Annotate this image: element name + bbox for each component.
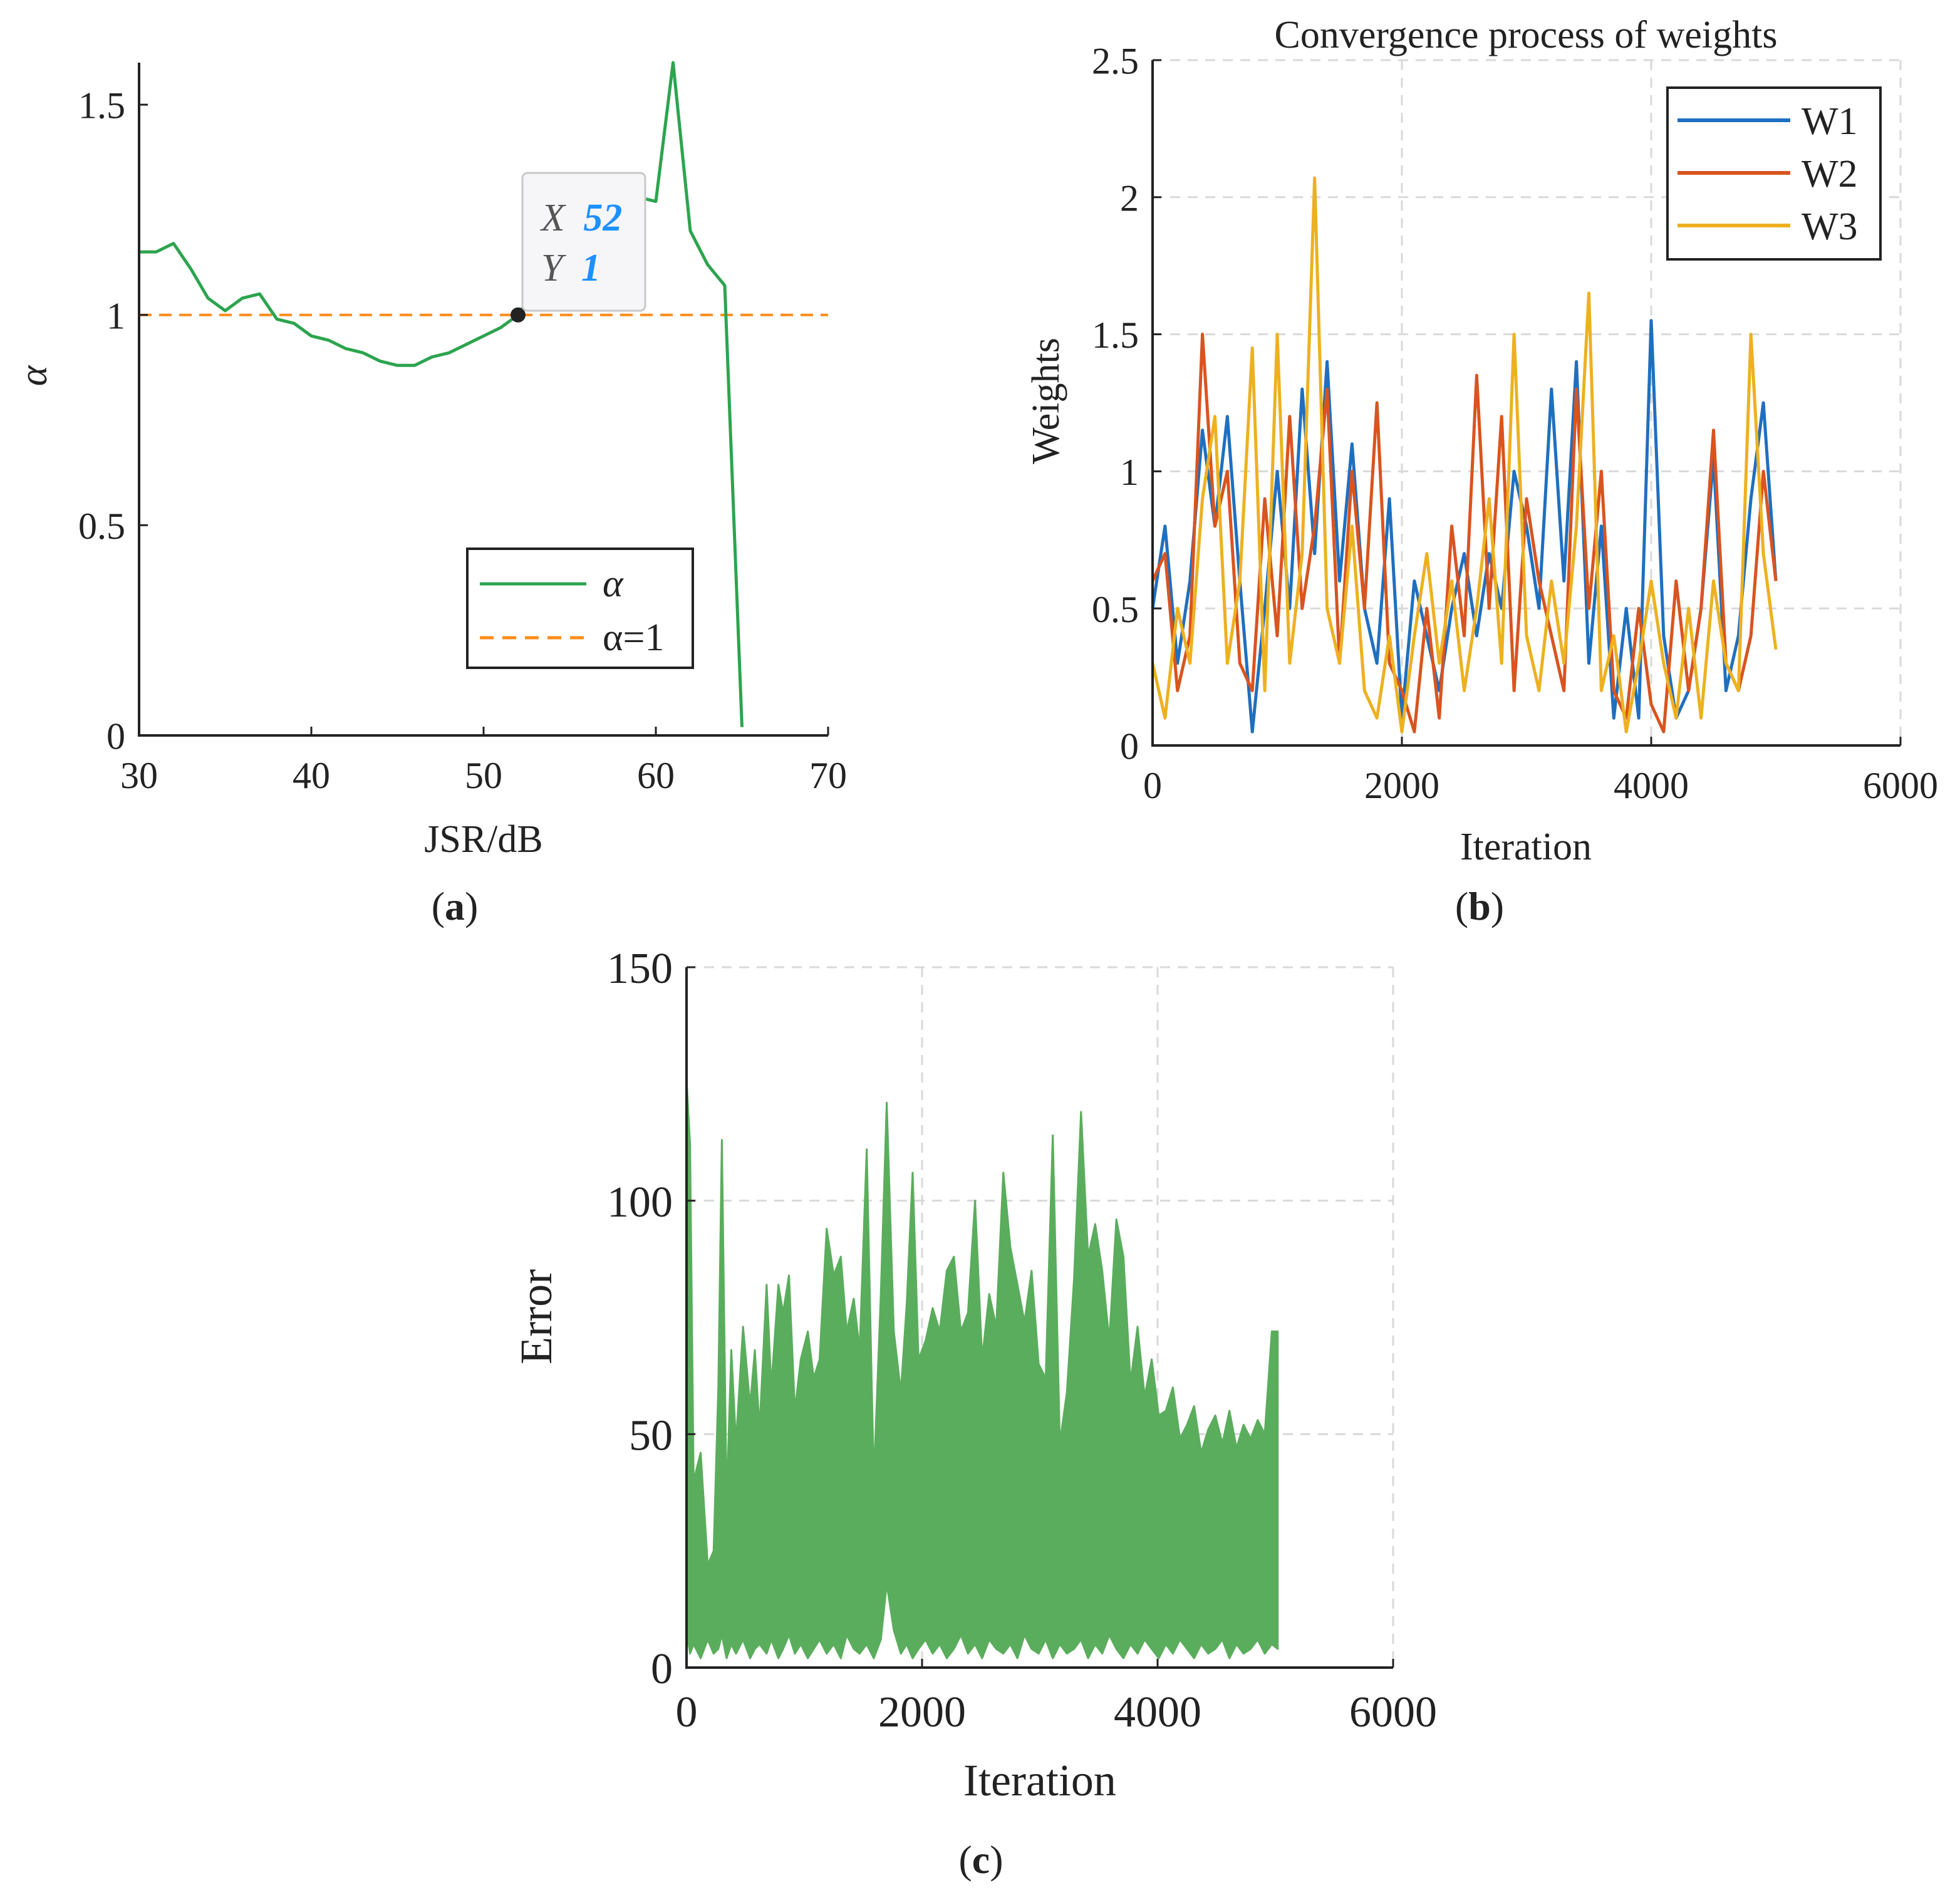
panel-a-xlabel: JSR/dB — [424, 818, 543, 861]
x-tick-label: 50 — [465, 755, 502, 796]
y-tick-label: 100 — [607, 1178, 673, 1227]
datatip-box — [521, 172, 646, 312]
legend-label-w1: W1 — [1802, 100, 1858, 143]
panel-c-ylabel: Error — [511, 1269, 561, 1364]
x-tick-label: 6000 — [1863, 765, 1938, 806]
panel-b-legend: W1 W2 W3 — [1666, 86, 1882, 261]
panel-a-caption: (a) — [432, 884, 479, 928]
y-tick-label: 1.5 — [78, 85, 125, 127]
panel-b-xlabel: Iteration — [1460, 826, 1592, 868]
y-tick-label: 1.5 — [1092, 314, 1139, 356]
datatip-marker[interactable] — [511, 307, 526, 323]
y-tick-label: 2 — [1120, 177, 1139, 219]
x-tick-label: 0 — [1143, 765, 1162, 806]
y-tick-label: 0.5 — [1092, 589, 1139, 630]
panel-c-ticks: 0 2000 4000 6000 0 50 100 150 — [607, 945, 1437, 1736]
x-tick-label: 40 — [293, 755, 330, 796]
series-error-area — [685, 1078, 1279, 1659]
panel-c: 0 2000 4000 6000 0 50 100 150 Error Iteration (… — [511, 945, 1437, 1882]
panel-b-ticks: 0 2000 4000 6000 0 0.5 1 1.5 2 2.5 — [1092, 41, 1938, 806]
panel-a-ticks: 30 40 50 60 70 0 0.5 1 1.5 — [78, 85, 847, 796]
series-w1-line — [1151, 319, 1778, 734]
panel-a: 30 40 50 60 70 0 0.5 1 1.5 X 52 Y 1 α α=1 α JSR/… — [13, 61, 847, 928]
y-tick-label: 50 — [629, 1412, 673, 1460]
datatip[interactable]: X 52 Y 1 — [521, 172, 646, 312]
x-tick-label: 4000 — [1114, 1688, 1201, 1736]
y-tick-label: 1 — [1120, 452, 1139, 493]
series-w3-line — [1151, 176, 1778, 734]
x-tick-label: 70 — [809, 755, 847, 796]
legend-label-w2: W2 — [1802, 153, 1858, 195]
panel-b-marks — [1151, 176, 1778, 734]
x-tick-label: 2000 — [878, 1688, 966, 1736]
x-tick-label: 0 — [676, 1688, 698, 1736]
svg-text:X 52: X 52 — [539, 197, 622, 239]
panel-c-xlabel: Iteration — [963, 1755, 1116, 1805]
svg-text:Y 1: Y 1 — [541, 247, 601, 289]
panel-b-ylabel: Weights — [1025, 338, 1067, 464]
y-tick-label: 2.5 — [1092, 41, 1139, 82]
x-tick-label: 2000 — [1364, 765, 1439, 806]
y-tick-label: 0 — [106, 716, 125, 757]
panel-b-title: Convergence process of weights — [1275, 14, 1778, 56]
panel-b-caption: (b) — [1455, 884, 1504, 928]
panel-a-legend: α α=1 — [466, 548, 694, 669]
datatip-y-label: Y — [541, 247, 566, 289]
x-tick-label: 4000 — [1614, 765, 1689, 806]
y-tick-label: 0 — [1120, 726, 1139, 767]
legend-label-w3: W3 — [1802, 205, 1858, 248]
y-tick-label: 150 — [607, 945, 673, 993]
x-tick-label: 30 — [120, 755, 158, 796]
legend-label-alpha-eq-1: α=1 — [603, 616, 664, 659]
x-tick-label: 6000 — [1349, 1688, 1437, 1736]
datatip-x-label: X — [539, 197, 566, 239]
panel-c-caption: (c) — [958, 1837, 1003, 1882]
x-tick-label: 60 — [637, 755, 675, 796]
y-tick-label: 0 — [651, 1645, 673, 1693]
datatip-y-value: 1 — [581, 247, 601, 289]
panel-a-ylabel: α — [13, 365, 55, 386]
legend-box — [466, 548, 694, 669]
y-tick-label: 1 — [106, 295, 125, 336]
series-w2-line — [1151, 333, 1778, 734]
datatip-x-value: 52 — [583, 197, 622, 239]
y-tick-label: 0.5 — [78, 506, 125, 547]
panel-c-marks — [685, 1078, 1279, 1659]
legend-label-alpha: α — [603, 563, 624, 605]
panel-b: 0 2000 4000 6000 0 0.5 1 1.5 2 2.5 Convergence pr… — [1025, 14, 1938, 928]
